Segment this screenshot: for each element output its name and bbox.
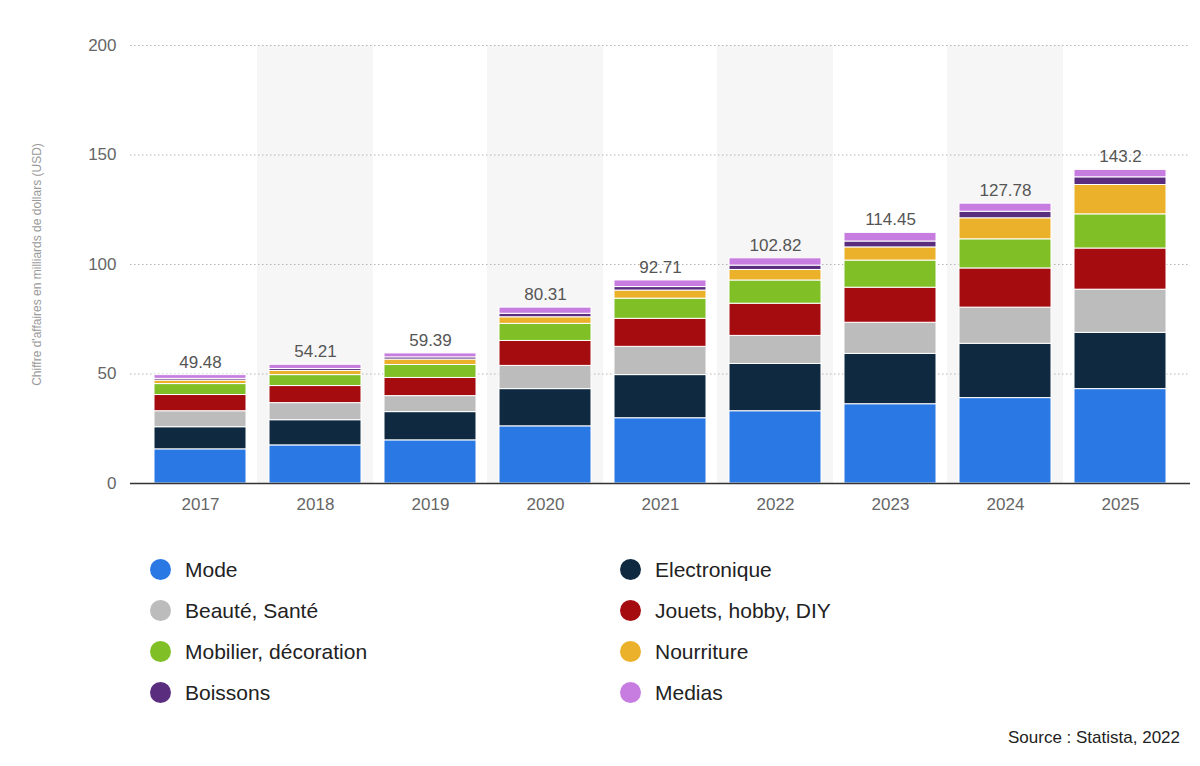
svg-text:127.78: 127.78: [980, 181, 1032, 200]
html-text:Jouets, hobby, DIY: Jouets, hobby, DIY: [655, 598, 831, 622]
svg-text:2017: 2017: [182, 495, 220, 514]
svg-text:59.39: 59.39: [409, 331, 452, 350]
svg-text:2021: 2021: [642, 495, 680, 514]
svg-text:2024: 2024: [987, 495, 1025, 514]
html-text:Beauté, Santé: Beauté, Santé: [185, 598, 319, 622]
svg-text:50: 50: [98, 364, 117, 383]
svg-text:49.48: 49.48: [179, 353, 222, 372]
svg-text:200: 200: [88, 36, 116, 55]
svg-text:54.21: 54.21: [294, 342, 337, 361]
svg-text:2023: 2023: [872, 495, 910, 514]
svg-text:2025: 2025: [1102, 495, 1140, 514]
svg-text:150: 150: [88, 145, 116, 164]
html-text:Medias: Medias: [655, 680, 723, 704]
svg-text:2020: 2020: [527, 495, 565, 514]
svg-text:Chiffre d'affaires en milliard: Chiffre d'affaires en milliards de dolla…: [30, 143, 44, 386]
svg-text:2019: 2019: [412, 495, 450, 514]
svg-text:0: 0: [107, 474, 116, 493]
svg-text:143.2: 143.2: [1099, 147, 1142, 166]
html-text:Source : Statista, 2022: Source : Statista, 2022: [1008, 728, 1180, 747]
html-text:Mode: Mode: [185, 557, 238, 581]
svg-text:2018: 2018: [297, 495, 335, 514]
svg-text:92.71: 92.71: [639, 258, 682, 277]
svg-text:114.45: 114.45: [865, 210, 916, 229]
html-text:Nourriture: Nourriture: [655, 639, 749, 663]
html-text:Boissons: Boissons: [185, 680, 271, 704]
html-text:Electronique: Electronique: [655, 557, 772, 581]
svg-text:102.82: 102.82: [750, 236, 802, 255]
svg-text:2022: 2022: [757, 495, 795, 514]
html-text:Mobilier, décoration: Mobilier, décoration: [185, 639, 368, 663]
svg-text:100: 100: [88, 255, 116, 274]
svg-text:80.31: 80.31: [524, 285, 567, 304]
